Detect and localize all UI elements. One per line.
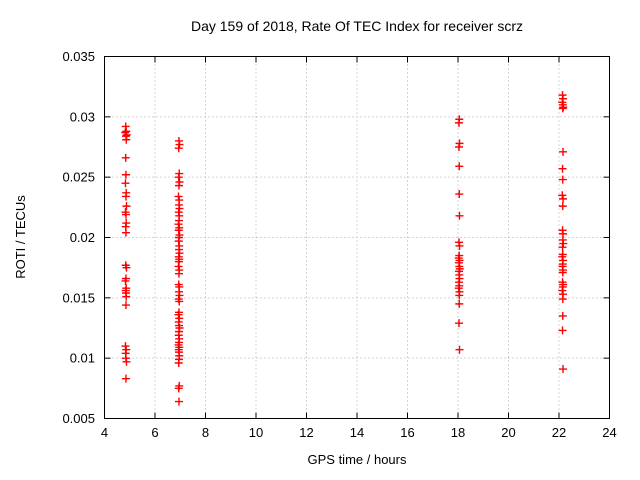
x-tick-label: 18: [451, 425, 465, 440]
data-point-marker: [558, 202, 567, 211]
data-point-marker: [558, 268, 567, 277]
data-point-marker: [455, 241, 464, 250]
data-point-marker: [174, 226, 183, 235]
data-point-marker: [174, 262, 183, 271]
data-point-marker: [559, 194, 568, 203]
data-point-marker: [174, 384, 183, 393]
x-tick-label: 6: [151, 425, 158, 440]
data-point-marker: [558, 104, 567, 113]
y-tick-label: 0.005: [62, 411, 95, 426]
data-point-marker: [455, 345, 464, 354]
data-point-marker: [121, 179, 130, 188]
data-point-marker: [174, 144, 183, 153]
data-point-marker: [558, 191, 567, 200]
data-point-marker: [558, 311, 567, 320]
data-point-marker: [558, 295, 567, 304]
data-point-marker: [121, 342, 130, 351]
data-point-marker: [175, 204, 184, 213]
data-point-marker: [558, 252, 567, 261]
data-point-marker: [175, 297, 184, 306]
data-point-marker: [559, 147, 568, 156]
data-point-marker: [454, 284, 463, 293]
data-point-marker: [455, 143, 464, 151]
data-points: [121, 91, 568, 406]
chart-title: Day 159 of 2018, Rate Of TEC Index for r…: [191, 18, 523, 34]
data-point-marker: [559, 239, 568, 248]
data-point-marker: [174, 358, 183, 367]
data-point-marker: [121, 301, 130, 310]
x-tick-label: 10: [249, 425, 263, 440]
x-tick-label: 16: [400, 425, 414, 440]
data-point-marker: [121, 192, 130, 201]
data-point-marker: [174, 173, 183, 182]
y-tick-labels: 0.005 0.01 0.015 0.02 0.025 0.03 0.035: [62, 49, 95, 426]
y-tick-label: 0.035: [62, 49, 95, 64]
data-point-marker: [175, 140, 184, 149]
x-tick-label: 20: [501, 425, 515, 440]
y-axis-label: ROTI / TECUs: [13, 195, 28, 279]
data-point-marker: [455, 211, 464, 220]
data-point-marker: [122, 202, 131, 211]
data-point-marker: [121, 228, 130, 237]
data-point-marker: [121, 374, 130, 383]
data-point-marker: [174, 310, 183, 319]
plot-border: [104, 56, 610, 419]
data-point-marker: [122, 135, 131, 144]
data-point-marker: [122, 357, 131, 366]
data-point-marker: [558, 326, 567, 335]
data-point-marker: [455, 299, 464, 308]
y-tick-label: 0.03: [70, 109, 95, 124]
data-point-marker: [559, 365, 568, 374]
data-point-marker: [174, 192, 183, 201]
x-tick-label: 14: [350, 425, 364, 440]
data-point-marker: [121, 276, 130, 285]
data-point-marker: [122, 263, 131, 272]
data-point-marker: [558, 175, 567, 184]
data-point-marker: [455, 118, 464, 127]
data-point-marker: [558, 286, 567, 295]
data-point-marker: [122, 292, 131, 301]
x-tick-label: 24: [602, 425, 616, 440]
y-tick-label: 0.025: [62, 170, 95, 185]
data-point-marker: [558, 243, 567, 252]
x-axis-label: GPS time / hours: [308, 452, 407, 467]
data-point-marker: [558, 164, 567, 173]
data-point-marker: [455, 190, 464, 199]
x-tick-label: 8: [202, 425, 209, 440]
x-tick-label: 22: [552, 425, 566, 440]
data-point-marker: [174, 269, 183, 278]
y-tick-label: 0.015: [62, 290, 95, 305]
data-point-marker: [121, 210, 130, 219]
y-tick-label: 0.02: [70, 230, 95, 245]
data-point-marker: [121, 170, 130, 179]
data-point-marker: [174, 397, 183, 406]
data-point-marker: [455, 291, 464, 300]
grid-lines: [104, 56, 610, 419]
data-point-marker: [121, 153, 130, 162]
x-tick-label: 4: [101, 425, 108, 440]
y-tick-label: 0.01: [70, 351, 95, 366]
x-tick-label: 12: [299, 425, 313, 440]
data-point-marker: [455, 162, 464, 171]
data-point-marker: [455, 319, 464, 328]
x-tick-labels: 4 6 8 10 12 14 16 18 20 22 24: [101, 425, 617, 440]
data-point-marker: [174, 181, 183, 190]
